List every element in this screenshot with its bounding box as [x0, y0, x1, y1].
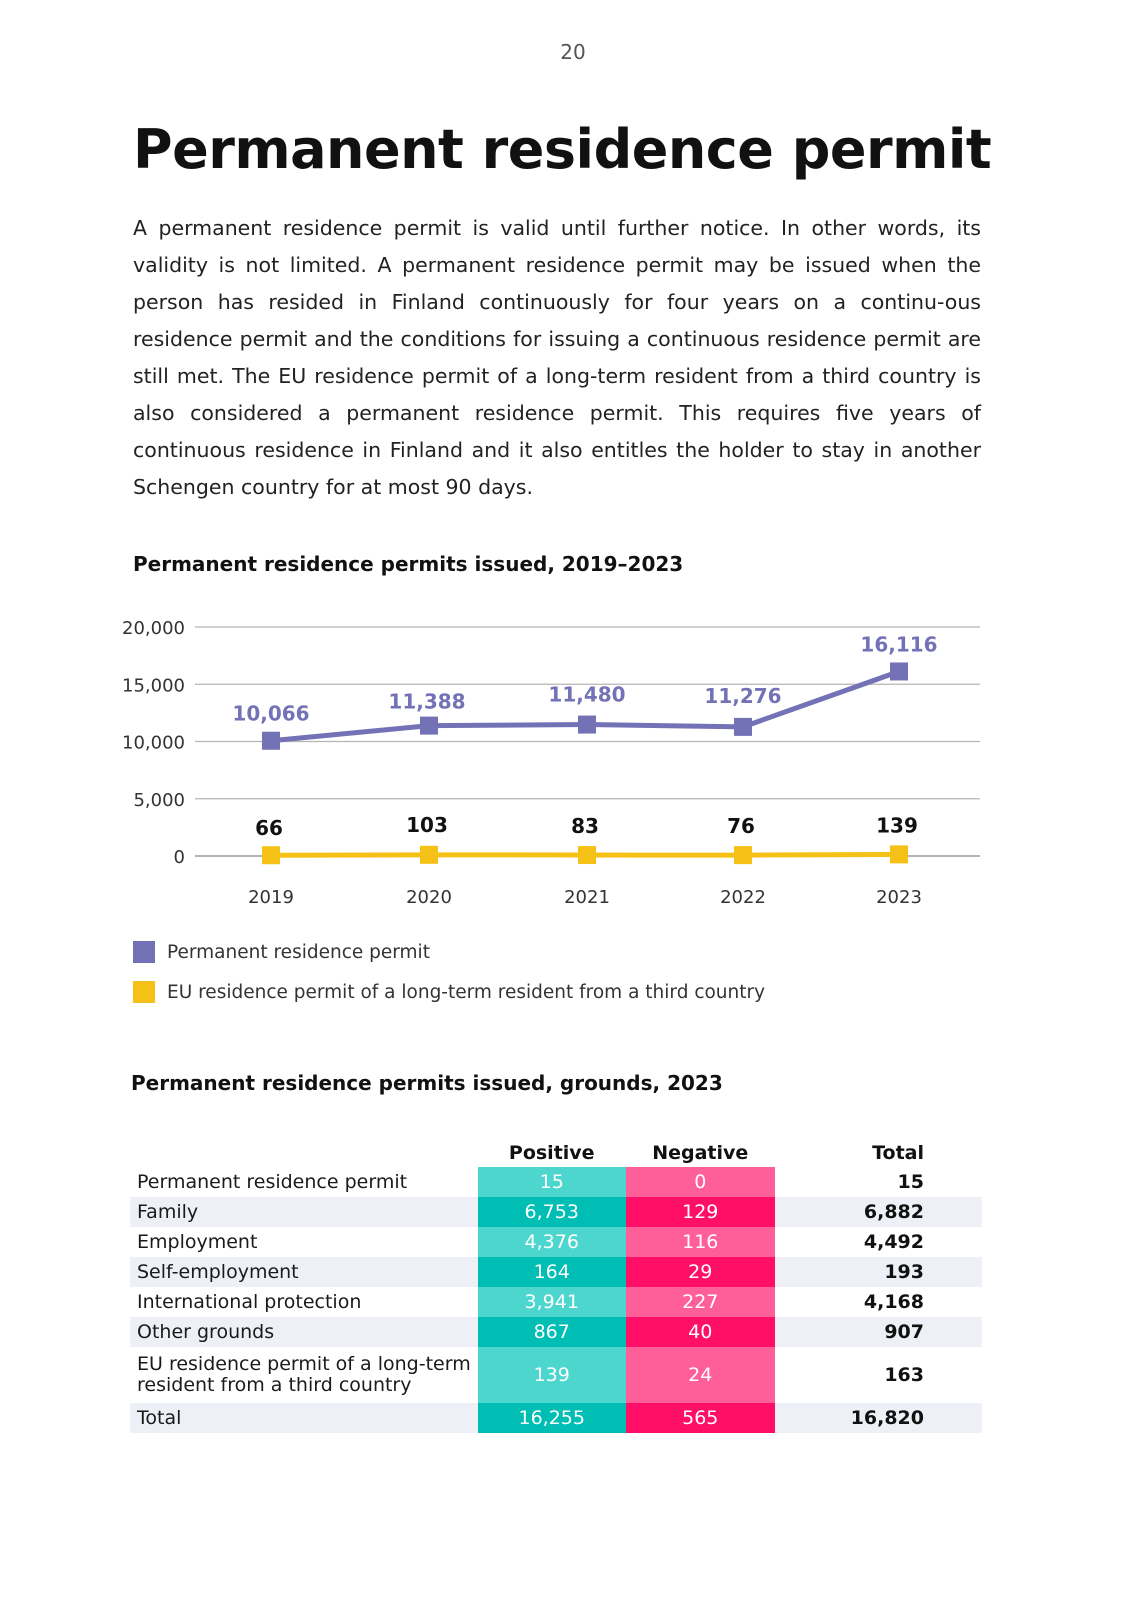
chart-y-ticks: 0 5,000 10,000 15,000 20,000: [122, 618, 185, 868]
row-positive: 16,255: [477, 1403, 626, 1433]
header-negative: Negative: [652, 1142, 749, 1164]
row-positive: 6,753: [477, 1197, 626, 1227]
row-positive: 15: [477, 1167, 626, 1197]
table-row: International protection 3,941 227 4,168: [130, 1287, 982, 1317]
row-negative: 0: [625, 1167, 775, 1197]
y-tick-label: 20,000: [122, 618, 185, 639]
data-label: 11,480: [548, 683, 625, 707]
data-label: 83: [571, 814, 599, 838]
row-positive: 4,376: [477, 1227, 626, 1257]
x-tick-label: 2021: [564, 887, 610, 908]
row-total: 163: [774, 1347, 982, 1403]
data-label: 11,388: [388, 690, 465, 714]
header-positive: Positive: [508, 1142, 595, 1164]
row-label: Permanent residence permit: [130, 1167, 478, 1197]
legend-swatch-permanent: [133, 941, 155, 963]
page-number: 20: [560, 40, 586, 64]
row-label: Total: [130, 1403, 478, 1433]
y-tick-label: 5,000: [133, 790, 185, 811]
row-negative: 40: [625, 1317, 775, 1347]
grounds-table: Positive Negative Total Permanent reside…: [130, 1139, 982, 1433]
table-title: Permanent residence permits issued, grou…: [131, 1071, 723, 1095]
row-positive: 867: [477, 1317, 626, 1347]
legend-label-eu: EU residence permit of a long-term resid…: [167, 981, 766, 1003]
header-total: Total: [872, 1142, 924, 1164]
data-label: 11,276: [704, 684, 781, 708]
data-point-marker: [578, 715, 596, 734]
row-total: 6,882: [774, 1197, 982, 1227]
row-negative: 29: [625, 1257, 775, 1287]
row-label: Employment: [130, 1227, 478, 1257]
table-row: Employment 4,376 116 4,492: [130, 1227, 982, 1257]
data-point-marker: [734, 846, 752, 865]
data-label: 10,066: [232, 702, 309, 726]
row-total: 193: [774, 1257, 982, 1287]
y-tick-label: 0: [174, 847, 185, 868]
legend-item-permanent: Permanent residence permit: [133, 932, 765, 972]
y-tick-label: 15,000: [122, 675, 185, 696]
table-row: Self-employment 164 29 193: [130, 1257, 982, 1287]
legend-swatch-eu: [133, 981, 155, 1003]
x-tick-label: 2019: [248, 887, 294, 908]
header-label: [130, 1139, 478, 1167]
x-tick-label: 2023: [876, 887, 922, 908]
data-label: 103: [406, 813, 448, 837]
x-tick-label: 2020: [406, 887, 452, 908]
row-total: 4,168: [774, 1287, 982, 1317]
intro-paragraph: A permanent residence permit is valid un…: [133, 216, 981, 499]
data-point-marker: [734, 717, 752, 736]
data-label: 66: [255, 816, 283, 840]
table-row: EU residence permit of a long-term resid…: [130, 1347, 982, 1403]
chart-legend: Permanent residence permit EU residence …: [133, 932, 765, 1012]
data-point-marker: [262, 846, 280, 865]
data-point-marker: [262, 731, 280, 750]
line-chart: 0 5,000 10,000 15,000 20,000 2019 2020 2021 202…: [122, 618, 980, 908]
row-negative: 24: [625, 1347, 775, 1403]
data-point-marker: [890, 845, 908, 864]
row-positive: 164: [477, 1257, 626, 1287]
page-title: Permanent residence permit: [133, 118, 992, 181]
row-negative: 129: [625, 1197, 775, 1227]
data-label: 76: [727, 814, 755, 838]
chart-series: 10,066 11,388 11,480 11,276 16,116 66 103 83 76 1…: [232, 632, 938, 865]
row-positive: 3,941: [477, 1287, 626, 1317]
row-label: Family: [130, 1197, 478, 1227]
data-point-marker: [578, 846, 596, 865]
row-total: 16,820: [774, 1403, 982, 1433]
row-total: 4,492: [774, 1227, 982, 1257]
data-point-marker: [420, 845, 438, 864]
row-label: Other grounds: [130, 1317, 478, 1347]
data-label: 139: [876, 813, 918, 837]
data-point-marker: [420, 716, 438, 735]
legend-item-eu: EU residence permit of a long-term resid…: [133, 972, 765, 1012]
x-tick-label: 2022: [720, 887, 766, 908]
row-label: EU residence permit of a long-term resid…: [130, 1347, 478, 1403]
table-row: Other grounds 867 40 907: [130, 1317, 982, 1347]
data-point-marker: [890, 662, 908, 681]
row-negative: 565: [625, 1403, 775, 1433]
row-negative: 227: [625, 1287, 775, 1317]
row-positive: 139: [477, 1347, 626, 1403]
row-total: 15: [774, 1167, 982, 1197]
legend-label-permanent: Permanent residence permit: [167, 941, 430, 963]
chart-x-ticks: 2019 2020 2021 2022 2023: [248, 887, 922, 908]
data-label: 16,116: [860, 632, 937, 656]
row-total: 907: [774, 1317, 982, 1347]
row-label: Self-employment: [130, 1257, 478, 1287]
chart-title: Permanent residence permits issued, 2019…: [133, 552, 684, 576]
table-header-row: Positive Negative Total: [130, 1139, 982, 1167]
table-row: Total 16,255 565 16,820: [130, 1403, 982, 1433]
table-row: Permanent residence permit 15 0 15: [130, 1167, 982, 1197]
row-label: International protection: [130, 1287, 478, 1317]
row-negative: 116: [625, 1227, 775, 1257]
y-tick-label: 10,000: [122, 733, 185, 754]
table-row: Family 6,753 129 6,882: [130, 1197, 982, 1227]
